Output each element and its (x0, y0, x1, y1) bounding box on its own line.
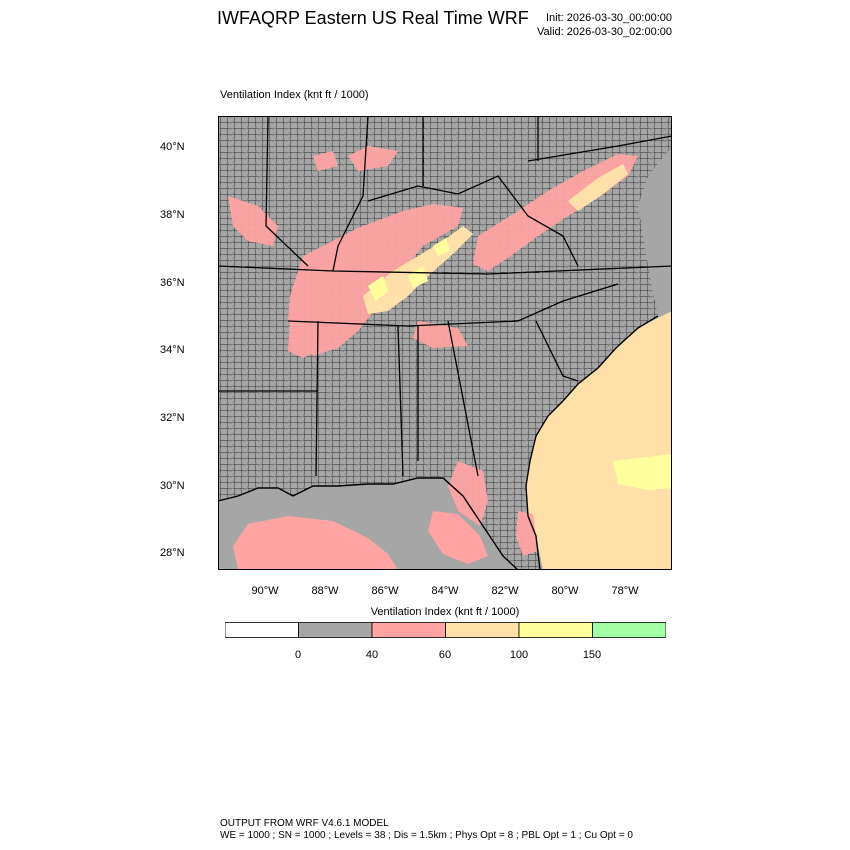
lat-tick-38: 38°N (160, 209, 185, 221)
colorbar-swatch (592, 622, 666, 638)
plot-title: IWFAQRP Eastern US Real Time WRF (217, 8, 529, 28)
lon-tick-82: 82°W (491, 585, 519, 597)
colorbar-title: Ventilation Index (knt ft / 1000) (370, 606, 520, 618)
colorbar-label-100: 100 (509, 649, 529, 661)
lat-tick-36: 36°N (160, 277, 185, 289)
init-time: Init: 2026-03-30_00:00:00 (546, 12, 672, 24)
atlantic-yellow-patch (613, 454, 672, 490)
lat-tick-40: 40°N (160, 141, 185, 153)
field-label: Ventilation Index (knt ft / 1000) (220, 89, 369, 101)
lon-tick-84: 84°W (431, 585, 459, 597)
lat-tick-28: 28°N (160, 547, 185, 559)
lon-tick-90: 90°W (251, 585, 279, 597)
lat-tick-32: 32°N (160, 412, 185, 424)
colorbar-label-0: 0 (294, 649, 302, 661)
colorbar-swatch (225, 622, 299, 638)
lat-tick-34: 34°N (160, 344, 185, 356)
lat-tick-30: 30°N (160, 480, 185, 492)
colorbar-swatch (445, 622, 520, 638)
lon-tick-86: 86°W (371, 585, 399, 597)
lon-tick-88: 88°W (311, 585, 339, 597)
colorbar-label-60: 60 (438, 649, 452, 661)
atlantic-ocean-fill (526, 311, 672, 570)
footer-model: OUTPUT FROM WRF V4.6.1 MODEL (220, 818, 389, 829)
state-boundaries (218, 116, 672, 477)
colorbar (225, 622, 666, 638)
coastline (218, 315, 659, 570)
lon-tick-78: 78°W (611, 585, 639, 597)
colorbar-swatch (298, 622, 373, 638)
colorbar-swatch (518, 622, 593, 638)
footer-settings: WE = 1000 ; SN = 1000 ; Levels = 38 ; Di… (220, 830, 633, 841)
colorbar-label-150: 150 (582, 649, 602, 661)
gulf-pink-patch-2 (428, 511, 488, 564)
gulf-pink-patch (233, 516, 398, 570)
ventilation-100-150-band (368, 238, 450, 301)
colorbar-label-40: 40 (365, 649, 379, 661)
valid-time: Valid: 2026-03-30_02:00:00 (537, 26, 672, 38)
ventilation-index-map (218, 116, 672, 570)
lon-tick-80: 80°W (551, 585, 579, 597)
colorbar-swatch (371, 622, 446, 638)
